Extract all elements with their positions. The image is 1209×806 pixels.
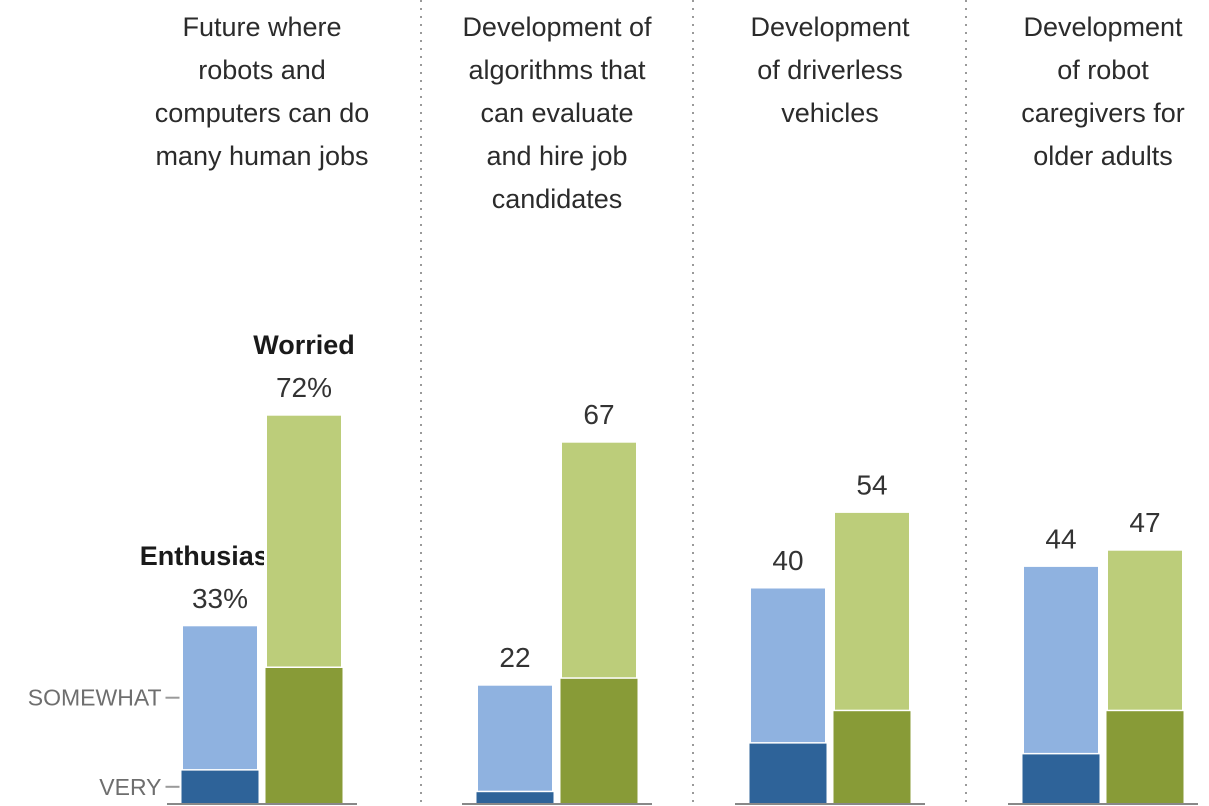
- enthusiastic-very-bar-1: [181, 770, 259, 803]
- enthusiastic-very-bar-3: [749, 743, 827, 803]
- enthusiastic-somewhat-bar-3: [748, 585, 828, 746]
- enthusiastic-value-label-2: 22: [499, 642, 530, 673]
- panel-title-line: candidates: [492, 184, 623, 214]
- enthusiastic-somewhat-bar-1: [180, 623, 260, 773]
- worried-somewhat-bar-2: [559, 439, 639, 681]
- enthusiastic-value-label-3: 40: [772, 545, 803, 576]
- enthusiastic-somewhat-bar-2: [475, 682, 555, 794]
- panel-title-line: caregivers for: [1021, 98, 1185, 128]
- panel-title-line: Development: [750, 12, 910, 42]
- panel-title-4: Development of robot caregivers for older a…: [1021, 12, 1185, 171]
- worried-value-label-2: 67: [583, 399, 614, 430]
- panel-title-line: computers can do: [155, 98, 370, 128]
- enthusiastic-value-label-1: 33%: [192, 583, 248, 614]
- panel-title-3: Development of driverless vehicles: [750, 12, 910, 128]
- panel-title-line: robots and: [198, 55, 326, 85]
- panel-title-line: algorithms that: [468, 55, 646, 85]
- enthusiastic-somewhat-bar-4: [1021, 563, 1101, 756]
- worried-very-bar-1: [265, 668, 343, 803]
- enthusiastic-very-bar-2: [476, 792, 554, 803]
- worried-somewhat-bar-4: [1105, 547, 1185, 713]
- panel-title-line: of driverless: [757, 55, 903, 85]
- panel-title-line: Development: [1023, 12, 1183, 42]
- panel-title-2: Development of algorithms that can evaluat…: [462, 12, 652, 214]
- worried-very-bar-4: [1106, 711, 1184, 803]
- panel-title-line: of robot: [1057, 55, 1149, 85]
- worried-value-label-1: 72%: [276, 372, 332, 403]
- enthusiastic-very-bar-4: [1022, 754, 1100, 803]
- worried-legend-label: Worried: [253, 330, 355, 360]
- panel-title-line: many human jobs: [155, 141, 368, 171]
- panel-title-line: can evaluate: [480, 98, 633, 128]
- worried-value-label-4: 47: [1129, 507, 1160, 538]
- panel-title-line: Development of: [462, 12, 652, 42]
- worried-very-bar-2: [560, 678, 638, 803]
- worried-value-label-3: 54: [856, 469, 887, 500]
- worried-very-bar-3: [833, 711, 911, 803]
- enthusiastic-value-label-4: 44: [1045, 523, 1076, 554]
- worried-somewhat-bar-3: [832, 509, 912, 713]
- panel-title-line: and hire job: [486, 141, 627, 171]
- panel-title-line: vehicles: [781, 98, 879, 128]
- somewhat-axis-label: SOMEWHAT: [28, 685, 162, 711]
- panel-title-line: Future where: [182, 12, 341, 42]
- very-axis-label: VERY: [99, 774, 161, 800]
- panel-title-1: Future where robots and computers can do ma…: [155, 12, 370, 171]
- worried-somewhat-bar-1: [264, 412, 344, 670]
- panel-title-line: older adults: [1033, 141, 1173, 171]
